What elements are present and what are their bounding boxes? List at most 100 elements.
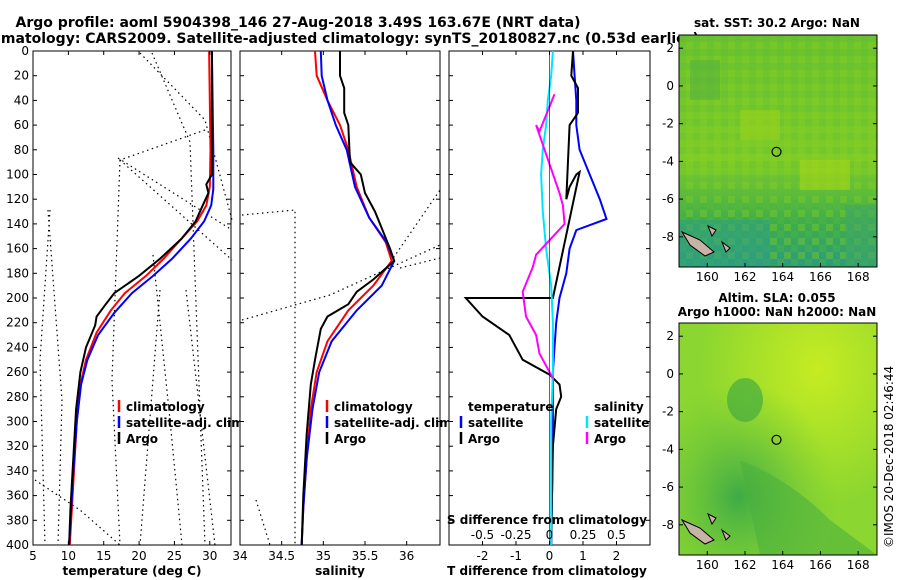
x-tick-label: -2 (477, 549, 489, 563)
x-tick-label: 34 (232, 549, 247, 563)
argo-location-marker (771, 146, 782, 157)
series-line-satellite-adj-clim- (68, 50, 215, 546)
map-y-tick-label: 2 (666, 329, 674, 343)
legend-label-argo: Argo (126, 432, 158, 446)
y-tick-label: 400 (6, 538, 29, 552)
legend-label-s-argo: Argo (594, 432, 626, 446)
series-line-argo (68, 51, 213, 546)
x-tick-label: 10 (61, 549, 76, 563)
y-tick-label: 180 (6, 266, 29, 280)
salinity-legend: climatology satellite-adj. clim. Argo (325, 400, 456, 446)
map-y-tick-label: -2 (662, 117, 674, 131)
salinity-panel: 34 34.5 35 35.5 36 salinity climatology sate… (232, 50, 456, 578)
sla-map-eddy (727, 378, 763, 422)
legend-label-satellite: satellite-adj. clim. (334, 416, 456, 430)
dotted-trace (111, 159, 121, 546)
series-line-argo (300, 51, 396, 546)
x-tick-label: 30 (202, 549, 217, 563)
dotted-trace (139, 52, 233, 221)
map-x-tick-label: 166 (809, 270, 832, 284)
island-shape (707, 224, 717, 238)
salinity-xlabel: salinity (315, 564, 365, 578)
legend-label-climatology: climatology (334, 400, 413, 414)
y-tick-label: 60 (14, 118, 29, 132)
map-y-tick-label: -8 (662, 230, 674, 244)
sla-map-frame (678, 322, 878, 556)
sst-patch (845, 205, 877, 265)
island-shape (720, 240, 731, 253)
x-tick-label: 35 (316, 549, 331, 563)
sla-map-axes: 160 162 164 166 168 2 0 -2 -4 -6 -8 (662, 329, 877, 572)
temperature-xlabel: temperature (deg C) (63, 564, 202, 578)
y-tick-label: 120 (6, 192, 29, 206)
map-x-tick-label: 160 (696, 270, 719, 284)
top-tick-label: 0.25 (570, 528, 597, 542)
series-line-t-argo (463, 50, 582, 546)
map-y-tick-label: -2 (662, 405, 674, 419)
y-tick-label: 0 (21, 44, 29, 58)
temperature-argo-dotted-lines (34, 52, 233, 546)
sst-patch (800, 160, 850, 190)
x-tick-label: -1 (510, 549, 522, 563)
map-y-tick-label: 0 (666, 79, 674, 93)
temperature-frame (32, 50, 232, 546)
legend-heading-salinity: salinity (594, 400, 644, 414)
sst-map-islands (680, 224, 731, 257)
y-tick-label: 300 (6, 415, 29, 429)
y-tick-label: 240 (6, 340, 29, 354)
island-shape (720, 528, 731, 541)
sst-patch (740, 110, 780, 140)
legend-label-satellite: satellite-adj. clim. (126, 416, 248, 430)
map-x-tick-label: 162 (734, 270, 757, 284)
legend-label-t-argo: Argo (468, 432, 500, 446)
x-tick-label: 20 (131, 549, 146, 563)
series-line-s-argo (521, 93, 566, 379)
y-tick-label: 320 (6, 439, 29, 453)
legend-label-t-satellite: satellite (468, 416, 523, 430)
sst-map-title: sat. SST: 30.2 Argo: NaN (694, 16, 860, 30)
y-tick-label: 360 (6, 489, 29, 503)
y-tick-label: 160 (6, 242, 29, 256)
difference-series (463, 50, 608, 546)
legend-label-climatology: climatology (126, 400, 205, 414)
y-tick-label: 340 (6, 464, 29, 478)
map-y-tick-label: -4 (662, 442, 674, 456)
temperature-legend: climatology satellite-adj. clim. Argo (117, 400, 248, 446)
map-y-tick-label: -8 (662, 518, 674, 532)
sst-patch (690, 60, 720, 100)
temperature-axes: 0 20 40 60 80 100 120 140 160 180 200 220 240 260 280 3… (6, 44, 231, 563)
map-x-tick-label: 162 (734, 558, 757, 572)
dotted-trace (241, 244, 441, 321)
x-tick-label: 36 (399, 549, 414, 563)
top-tick-label: 0.5 (607, 528, 626, 542)
y-tick-label: 380 (6, 513, 29, 527)
dotted-trace (39, 209, 51, 546)
imos-credit: ©IMOS 20-Dec-2018 02:46:44 (882, 366, 896, 548)
x-tick-label: 5 (29, 549, 37, 563)
map-x-tick-label: 168 (847, 558, 870, 572)
island-shape (707, 512, 717, 526)
difference-top-label: S difference from climatology (447, 513, 647, 527)
sst-map-panel: sat. SST: 30.2 Argo: NaN 160 162 164 166 168… (662, 16, 878, 284)
salinity-argo-dotted-lines (241, 189, 441, 546)
map-y-tick-label: -6 (662, 192, 674, 206)
temperature-series (68, 50, 215, 546)
y-tick-label: 280 (6, 390, 29, 404)
map-x-tick-label: 164 (771, 558, 794, 572)
sla-map-panel: Altim. SLA: 0.055 Argo h1000: NaN h2000:… (662, 291, 878, 572)
title-line-1: Argo profile: aoml 5904398_146 27-Aug-20… (16, 15, 581, 31)
legend-label-s-satellite: satellite (594, 416, 649, 430)
island-shape (680, 518, 715, 545)
top-tick-label: -0.5 (471, 528, 494, 542)
difference-panel: -2 -1 0 1 2-0.5 -0.25 0 0.25 0.5 S difference fr… (447, 50, 651, 578)
map-y-tick-label: -4 (662, 154, 674, 168)
map-x-tick-label: 166 (809, 558, 832, 572)
y-tick-label: 140 (6, 217, 29, 231)
legend-label-argo: Argo (334, 432, 366, 446)
sla-map-title-line-2: Argo h1000: NaN h2000: NaN (678, 305, 877, 319)
temperature-panel: 0 20 40 60 80 100 120 140 160 180 200 220 240 260 280 3… (6, 44, 248, 578)
y-tick-label: 200 (6, 291, 29, 305)
x-tick-label: 2 (613, 549, 621, 563)
dotted-trace (384, 189, 441, 271)
